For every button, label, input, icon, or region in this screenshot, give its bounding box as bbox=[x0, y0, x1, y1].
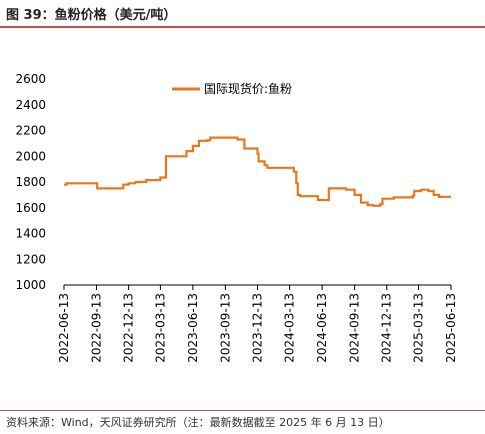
source-divider bbox=[0, 410, 485, 411]
x-tick-label: 2023-12-13 bbox=[251, 293, 265, 363]
x-tick-label: 2022-06-13 bbox=[57, 293, 71, 363]
y-tick-label: 1200 bbox=[15, 252, 46, 266]
x-tick-label: 2024-09-13 bbox=[348, 293, 362, 363]
legend: 国际现货价:鱼粉 bbox=[172, 81, 292, 96]
x-axis-labels: 2022-06-13 2022-09-13 2022-12-13 2023-03-13… bbox=[57, 293, 458, 363]
series-line-fish-meal bbox=[64, 136, 451, 207]
y-tick-label: 1400 bbox=[15, 227, 46, 241]
x-tick-label: 2023-09-13 bbox=[218, 293, 232, 363]
x-tick-label: 2025-06-13 bbox=[444, 293, 458, 363]
figure-title: 图 39：鱼粉价格（美元/吨） bbox=[6, 8, 177, 23]
x-tick-label: 2022-09-13 bbox=[89, 293, 103, 363]
y-tick-label: 1600 bbox=[15, 201, 46, 215]
x-axis-ticks bbox=[63, 285, 452, 290]
x-tick-label: 2022-12-13 bbox=[122, 293, 136, 363]
y-tick-label: 2000 bbox=[15, 149, 46, 163]
x-tick-label: 2024-03-13 bbox=[283, 293, 297, 363]
y-tick-label: 2400 bbox=[15, 98, 46, 112]
source-note: 资料来源：Wind，天风证券研究所（注：最新数据截至 2025 年 6 月 13… bbox=[6, 416, 390, 429]
x-tick-label: 2023-06-13 bbox=[186, 293, 200, 363]
y-tick-label: 2600 bbox=[15, 72, 46, 86]
x-tick-label: 2024-12-13 bbox=[380, 293, 394, 363]
y-axis-labels: 1000 1200 1400 1600 1800 2000 2200 2400 2600 bbox=[15, 72, 46, 292]
x-tick-label: 2023-03-13 bbox=[153, 293, 167, 363]
x-tick-label: 2025-03-13 bbox=[412, 293, 426, 363]
y-tick-label: 1000 bbox=[15, 278, 46, 292]
x-tick-label: 2024-06-13 bbox=[315, 293, 329, 363]
title-divider bbox=[0, 26, 485, 28]
fish-meal-price-chart: 1000 1200 1400 1600 1800 2000 2200 2400 2600 202… bbox=[15, 72, 458, 363]
y-tick-label: 2200 bbox=[15, 124, 46, 138]
y-tick-label: 1800 bbox=[15, 175, 46, 189]
legend-label: 国际现货价:鱼粉 bbox=[204, 81, 292, 96]
